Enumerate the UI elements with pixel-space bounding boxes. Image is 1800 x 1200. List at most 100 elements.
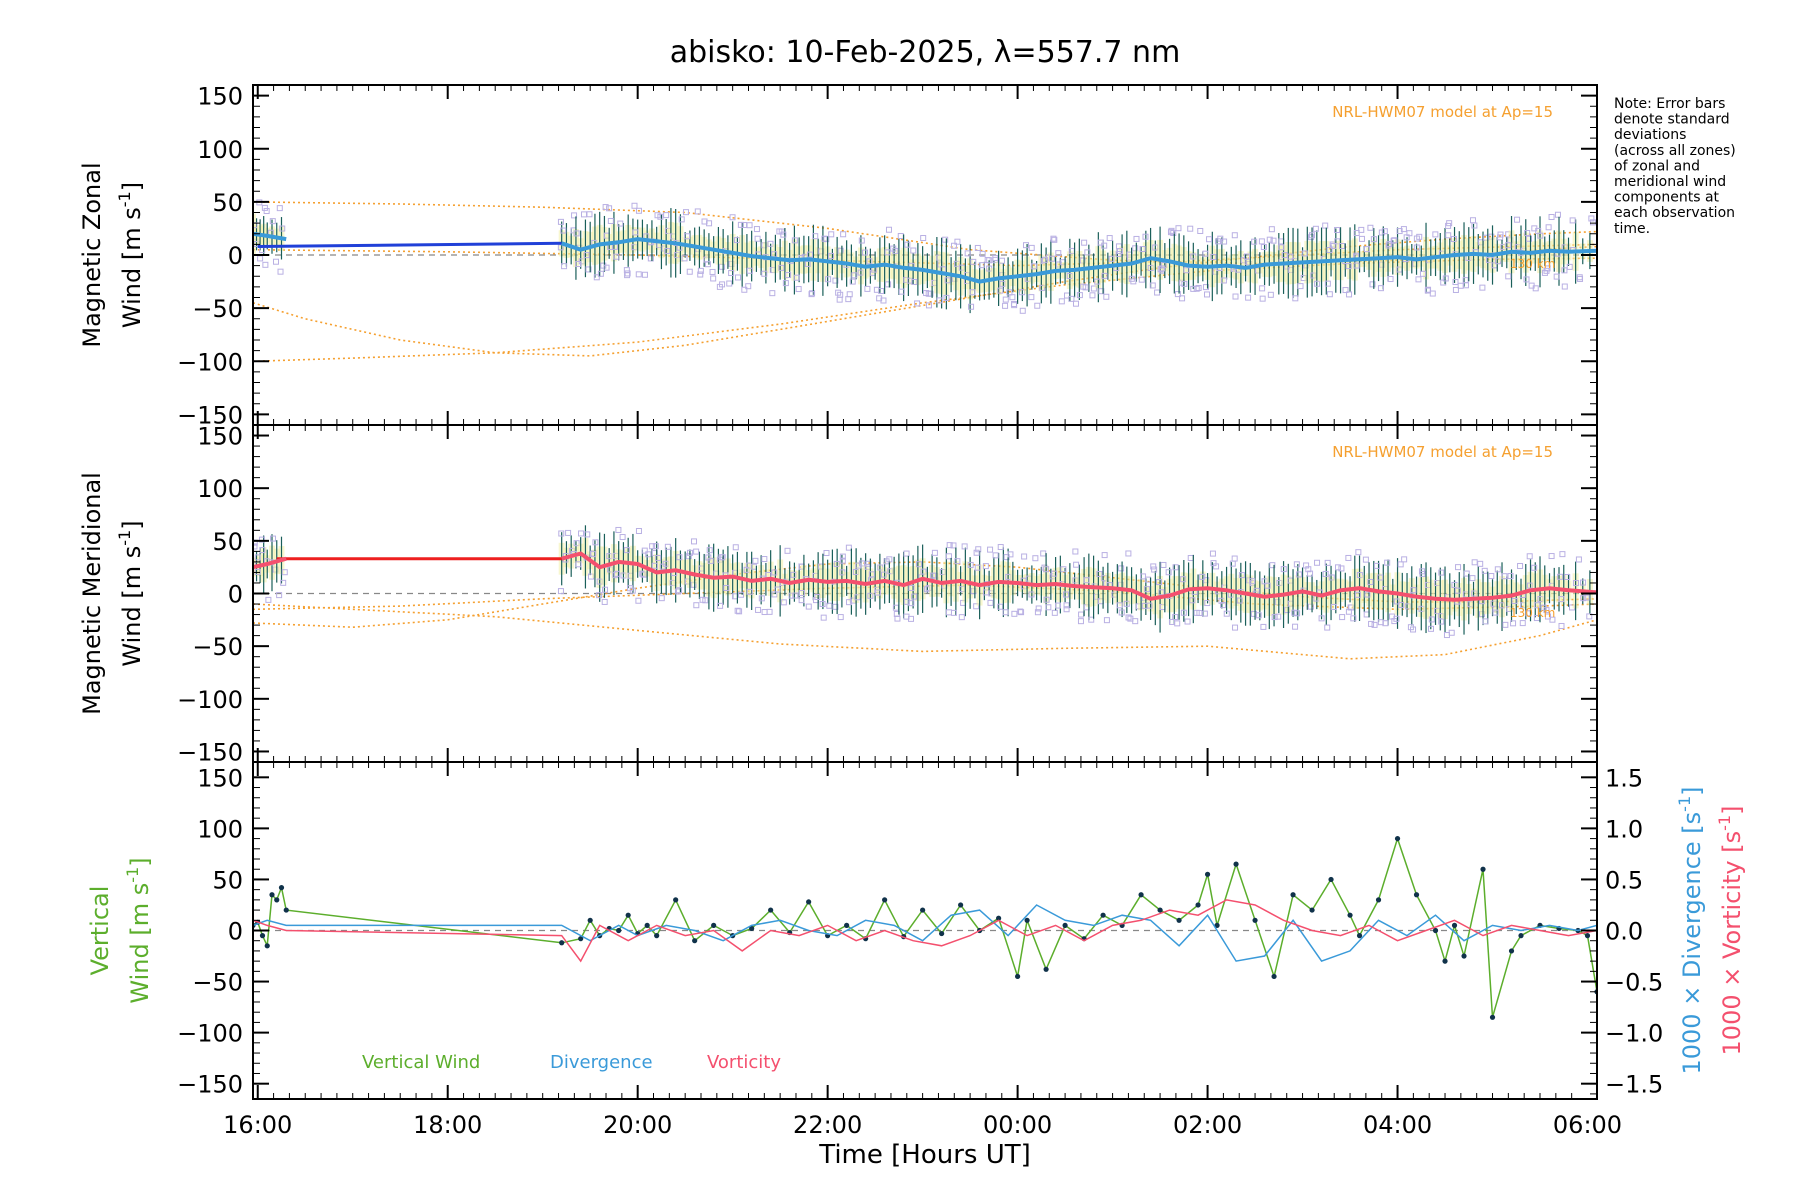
zone-point: [1353, 230, 1360, 237]
zone-point: [1051, 609, 1058, 616]
y-tick-label: −50: [192, 295, 243, 323]
zone-point: [904, 241, 911, 248]
zone-point: [1154, 289, 1161, 296]
zone-point: [920, 568, 927, 575]
zone-point: [737, 221, 744, 228]
zone-point: [1356, 572, 1363, 579]
zone-point: [925, 302, 932, 309]
zone-point: [1259, 295, 1266, 302]
zone-point: [615, 526, 622, 533]
zone-point: [1132, 245, 1139, 252]
zone-point: [1058, 298, 1065, 305]
zone-point: [858, 237, 865, 244]
zone-point: [1084, 249, 1091, 256]
zone-point: [925, 290, 932, 297]
zone-point: [1032, 555, 1039, 562]
zone-point: [821, 235, 828, 242]
zone-point: [1488, 573, 1495, 580]
vertical-wind-point: [1024, 917, 1030, 923]
zone-point: [279, 225, 286, 232]
zone-point: [849, 278, 856, 285]
zone-point: [1051, 236, 1058, 243]
vertical-wind-point: [1138, 892, 1144, 898]
zone-point: [697, 267, 704, 274]
zone-point: [1133, 235, 1140, 242]
zone-point: [785, 272, 792, 279]
x-tick-label: 16:00: [223, 1111, 292, 1139]
y-tick-label: 50: [212, 189, 243, 217]
mean-wind-line: [561, 237, 1597, 284]
zone-point: [1002, 302, 1009, 309]
zone-point: [1281, 252, 1288, 259]
zone-point: [635, 207, 642, 214]
zone-point: [1559, 551, 1566, 558]
zone-point: [1280, 566, 1287, 573]
zone-point: [908, 584, 915, 591]
zone-point: [1108, 255, 1115, 262]
zone-point: [1101, 242, 1108, 249]
zone-point: [1155, 579, 1162, 586]
series-line-vertical-wind: [253, 836, 1597, 1018]
zone-point: [253, 543, 258, 550]
zone-point: [997, 287, 1004, 294]
x-tick-label: 02:00: [1173, 1111, 1242, 1139]
zone-point: [1442, 275, 1449, 282]
x-tick-label: 06:00: [1553, 1111, 1622, 1139]
zone-point: [1398, 601, 1405, 608]
zone-point: [1144, 586, 1151, 593]
zone-point: [254, 554, 261, 561]
x-tick-label: 20:00: [603, 1111, 672, 1139]
vertical-wind-point: [768, 907, 774, 913]
y-tick-label: −150: [177, 738, 243, 766]
zone-point: [1301, 250, 1308, 257]
x-axis-label: Time [Hours UT]: [818, 1140, 1031, 1170]
zone-point: [575, 561, 582, 568]
zone-point: [1326, 291, 1333, 298]
y-tick-label: −150: [177, 1071, 243, 1099]
zone-point: [771, 569, 778, 576]
zone-point: [1339, 614, 1346, 621]
zone-point: [693, 548, 700, 555]
zone-point: [845, 296, 852, 303]
zone-point: [1089, 292, 1096, 299]
zone-point: [736, 608, 743, 615]
zone-point: [828, 231, 835, 238]
zone-point: [706, 220, 713, 227]
right-tick-label: 1.5: [1605, 764, 1643, 792]
zone-point: [833, 560, 840, 567]
series-line-vorticity: [253, 899, 1597, 963]
zone-point: [1358, 226, 1365, 233]
zone-point: [1386, 240, 1393, 247]
zone-point: [973, 549, 980, 556]
zone-point: [1268, 226, 1275, 233]
right-axis-label-sup: -1: [1675, 796, 1694, 812]
mean-wind-line: [253, 231, 287, 242]
zone-point: [839, 557, 846, 564]
zone-point: [1142, 233, 1149, 240]
zone-point: [614, 570, 621, 577]
zone-point: [1514, 216, 1521, 223]
zone-point: [655, 555, 662, 562]
zone-point: [1267, 291, 1274, 298]
zone-point: [1118, 609, 1125, 616]
zone-point: [1034, 302, 1041, 309]
zone-point: [920, 235, 927, 242]
y-tick-label: −50: [192, 969, 243, 997]
zone-point: [805, 603, 812, 610]
zone-point: [583, 252, 590, 259]
zone-point: [1448, 629, 1455, 636]
zone-point: [612, 572, 619, 579]
zone-point: [1545, 224, 1552, 231]
zone-point: [1269, 562, 1276, 569]
zone-point: [1450, 236, 1457, 243]
zone-point: [1553, 273, 1560, 280]
vertical-wind-point: [644, 922, 650, 928]
y-tick-label: 150: [197, 764, 243, 792]
zone-point: [1174, 291, 1181, 298]
zone-point: [1244, 253, 1251, 260]
zone-point: [798, 597, 805, 604]
zone-point: [277, 268, 284, 275]
zone-point: [729, 214, 736, 221]
right-tick-label: −1.0: [1605, 1020, 1663, 1048]
zone-point: [968, 303, 975, 310]
